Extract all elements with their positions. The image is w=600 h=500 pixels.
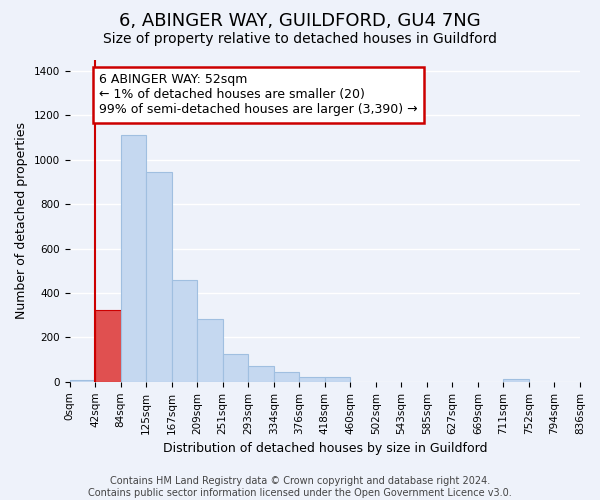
X-axis label: Distribution of detached houses by size in Guildford: Distribution of detached houses by size … [163, 442, 487, 455]
Bar [503, 379, 529, 382]
Bar [172, 280, 197, 382]
Bar [248, 366, 274, 382]
Text: 6, ABINGER WAY, GUILDFORD, GU4 7NG: 6, ABINGER WAY, GUILDFORD, GU4 7NG [119, 12, 481, 30]
Text: Size of property relative to detached houses in Guildford: Size of property relative to detached ho… [103, 32, 497, 46]
Bar [121, 136, 146, 382]
Bar [325, 378, 350, 382]
Bar [197, 318, 223, 382]
Bar [223, 354, 248, 382]
Bar [70, 380, 95, 382]
Bar [146, 172, 172, 382]
Text: Contains HM Land Registry data © Crown copyright and database right 2024.
Contai: Contains HM Land Registry data © Crown c… [88, 476, 512, 498]
Bar [95, 310, 121, 382]
Bar [299, 378, 325, 382]
Text: 6 ABINGER WAY: 52sqm
← 1% of detached houses are smaller (20)
99% of semi-detach: 6 ABINGER WAY: 52sqm ← 1% of detached ho… [99, 74, 418, 116]
Bar [274, 372, 299, 382]
Y-axis label: Number of detached properties: Number of detached properties [15, 122, 28, 320]
